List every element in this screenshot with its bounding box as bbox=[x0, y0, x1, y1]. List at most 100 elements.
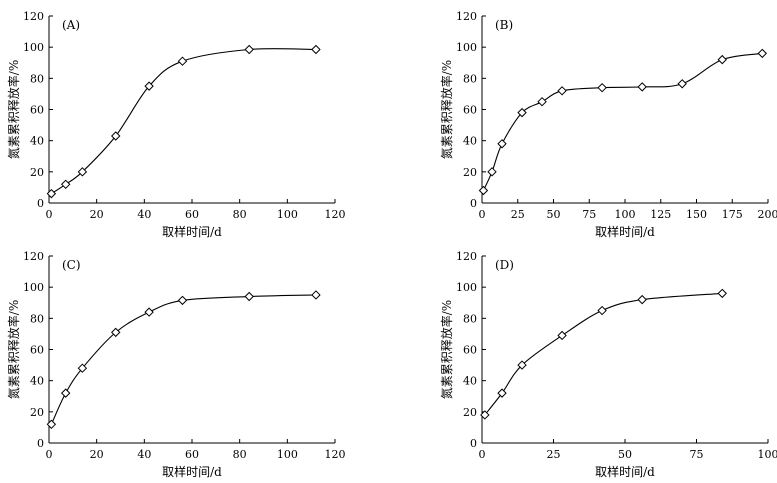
data-point-marker bbox=[717, 288, 727, 299]
panel-label: (C) bbox=[62, 258, 81, 272]
x-tick-label: 25 bbox=[547, 448, 561, 461]
x-tick-label: 50 bbox=[618, 448, 632, 461]
data-point-marker bbox=[487, 167, 497, 177]
x-tick-label: 80 bbox=[233, 208, 247, 221]
y-tick-label: 100 bbox=[456, 281, 477, 294]
x-tick-label: 0 bbox=[479, 448, 486, 461]
y-tick-label: 40 bbox=[463, 375, 477, 388]
chart-panel-4: 0 25 50 75 100 0 20 40 60 80 100 120 取样时间/d 氮素累积释放率/%… bbox=[439, 250, 777, 479]
panel-label: (B) bbox=[495, 18, 513, 32]
y-axis-title: 氮素累积释放率/% bbox=[439, 60, 454, 159]
y-tick-label: 0 bbox=[470, 197, 477, 210]
x-tick-label: 50 bbox=[547, 208, 561, 221]
y-tick-label: 120 bbox=[456, 10, 477, 23]
y-tick-label: 0 bbox=[37, 197, 44, 210]
panel-label: (D) bbox=[495, 258, 514, 272]
y-tick-label: 120 bbox=[23, 250, 44, 263]
y-tick-label: 40 bbox=[30, 375, 44, 388]
data-point-marker bbox=[597, 82, 607, 93]
data-point-marker bbox=[497, 139, 507, 149]
data-point-marker bbox=[677, 79, 687, 89]
y-tick-label: 0 bbox=[470, 437, 477, 450]
y-tick-label: 0 bbox=[37, 437, 44, 450]
x-tick-label: 100 bbox=[277, 448, 298, 461]
data-point-marker bbox=[311, 44, 321, 55]
x-tick-label: 75 bbox=[690, 448, 704, 461]
x-tick-label: 0 bbox=[46, 448, 53, 461]
data-point-marker bbox=[537, 97, 547, 107]
y-tick-label: 120 bbox=[456, 250, 477, 263]
y-axis-title: 氮素累积释放率/% bbox=[6, 300, 21, 399]
data-point-marker bbox=[77, 167, 88, 177]
y-tick-label: 80 bbox=[30, 312, 44, 325]
data-point-marker bbox=[597, 305, 607, 316]
x-tick-label: 120 bbox=[325, 448, 346, 461]
chart-panel-1: 0 20 40 60 80 100 120 0 20 40 60 80 100 120 取样时间/d 氮素累积… bbox=[6, 10, 346, 239]
y-tick-label: 60 bbox=[463, 344, 477, 357]
y-tick-label: 40 bbox=[463, 135, 477, 148]
x-axis-title: 取样时间/d bbox=[162, 224, 222, 239]
data-point-marker bbox=[244, 44, 254, 55]
x-tick-label: 0 bbox=[479, 208, 486, 221]
x-tick-label: 100 bbox=[277, 208, 298, 221]
y-tick-label: 60 bbox=[30, 344, 44, 357]
chart-panel-3: 0 20 40 60 80 100 120 0 20 40 60 80 100 120 取样时间/d 氮素累积… bbox=[6, 250, 346, 479]
x-tick-label: 25 bbox=[511, 208, 525, 221]
x-tick-label: 125 bbox=[650, 208, 671, 221]
x-tick-label: 200 bbox=[758, 208, 777, 221]
y-tick-label: 100 bbox=[23, 281, 44, 294]
series-line bbox=[50, 294, 316, 425]
series-line bbox=[51, 48, 316, 195]
y-tick-label: 20 bbox=[463, 166, 477, 179]
x-tick-label: 60 bbox=[185, 208, 199, 221]
y-tick-label: 100 bbox=[23, 41, 44, 54]
x-tick-label: 20 bbox=[90, 208, 104, 221]
x-tick-label: 80 bbox=[233, 448, 247, 461]
y-tick-label: 20 bbox=[30, 406, 44, 419]
y-tick-label: 100 bbox=[456, 41, 477, 54]
data-point-marker bbox=[637, 294, 647, 305]
y-tick-label: 80 bbox=[463, 312, 477, 325]
data-point-marker bbox=[637, 82, 647, 92]
x-axis-title: 取样时间/d bbox=[595, 464, 655, 479]
y-tick-label: 60 bbox=[30, 104, 44, 117]
data-point-marker bbox=[311, 290, 321, 300]
data-point-marker bbox=[478, 185, 489, 196]
data-point-marker bbox=[46, 419, 57, 430]
x-tick-label: 60 bbox=[185, 448, 199, 461]
data-point-marker bbox=[77, 363, 88, 373]
data-point-marker bbox=[244, 291, 254, 302]
data-point-marker bbox=[177, 56, 188, 66]
y-tick-label: 60 bbox=[463, 104, 477, 117]
data-point-marker bbox=[111, 327, 121, 338]
chart-panel-2: 0 25 50 75 100 125 150 175 200 0 20 40 60 80 100 120 取样时… bbox=[439, 10, 777, 239]
data-point-marker bbox=[717, 54, 727, 65]
data-point-marker bbox=[497, 388, 507, 398]
y-tick-label: 80 bbox=[463, 72, 477, 85]
x-tick-label: 40 bbox=[137, 448, 151, 461]
data-point-marker bbox=[757, 48, 767, 59]
x-tick-label: 100 bbox=[615, 208, 636, 221]
data-point-marker bbox=[60, 388, 71, 398]
data-point-marker bbox=[111, 131, 121, 141]
y-tick-label: 40 bbox=[30, 135, 44, 148]
x-tick-label: 75 bbox=[582, 208, 596, 221]
x-tick-label: 175 bbox=[722, 208, 743, 221]
x-tick-label: 0 bbox=[46, 208, 53, 221]
data-point-marker bbox=[517, 107, 527, 118]
data-point-marker bbox=[517, 360, 527, 370]
data-point-marker bbox=[144, 307, 154, 317]
x-axis-title: 取样时间/d bbox=[595, 224, 655, 239]
x-tick-label: 100 bbox=[758, 448, 777, 461]
data-point-marker bbox=[144, 81, 154, 91]
series-line bbox=[482, 52, 763, 191]
x-tick-label: 40 bbox=[137, 208, 151, 221]
y-tick-label: 20 bbox=[30, 166, 44, 179]
data-point-marker bbox=[480, 410, 490, 420]
y-axis-title: 氮素累积释放率/% bbox=[439, 300, 454, 399]
x-axis-title: 取样时间/d bbox=[162, 464, 222, 479]
x-tick-label: 120 bbox=[325, 208, 346, 221]
data-point-marker bbox=[557, 330, 567, 341]
y-tick-label: 80 bbox=[30, 72, 44, 85]
